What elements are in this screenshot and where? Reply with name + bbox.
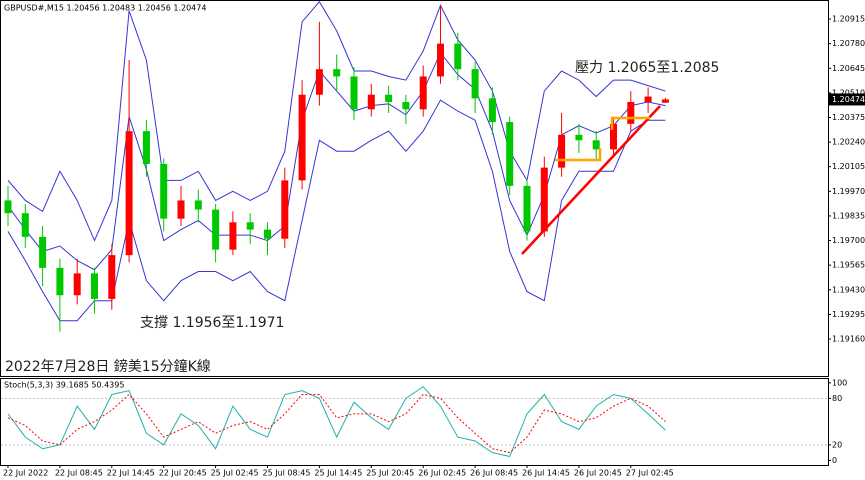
annotation: 支撐 1.1956至1.1971: [140, 315, 284, 331]
x-tick-label: 26 Jul 20:45: [574, 469, 622, 478]
y-tick-label: 1.20375: [832, 113, 865, 122]
x-tick-label: 22 Jul 2022: [3, 469, 48, 478]
candle-body: [385, 94, 393, 102]
candle-body: [281, 180, 289, 239]
candle-body: [367, 94, 375, 110]
y-tick-label: 1.20780: [832, 39, 865, 48]
x-tick-label: 22 Jul 20:45: [159, 469, 207, 478]
y-tick-label: 1.19700: [832, 236, 865, 245]
candle-body: [523, 185, 531, 232]
y-tick-label: 1.20105: [832, 162, 865, 171]
candle-body: [229, 222, 237, 250]
candle-body: [592, 140, 600, 150]
candle-body: [56, 267, 64, 296]
candle-body: [644, 96, 652, 102]
candle-body: [73, 273, 81, 296]
candle-body: [610, 123, 617, 150]
candle-body: [177, 200, 185, 219]
candle-body: [575, 134, 583, 141]
y-tick-label: 1.20240: [832, 138, 865, 147]
candle-body: [402, 101, 410, 110]
candle-body: [4, 200, 12, 214]
candle-body: [194, 200, 202, 210]
range-line: [610, 116, 650, 130]
main-panel: [0, 0, 829, 377]
y-tick-label: 1.20915: [832, 15, 865, 24]
candle-body: [108, 255, 116, 299]
candle-body: [246, 222, 254, 230]
candle-body: [125, 131, 133, 256]
candle-body: [91, 273, 98, 299]
y-tick-label: 1.19835: [832, 211, 865, 220]
x-tick-label: 22 Jul 08:45: [55, 469, 103, 478]
candle-body: [437, 43, 444, 77]
y-tick-label: 1.19295: [832, 310, 865, 319]
candle-body: [488, 98, 496, 123]
x-tick-label: 22 Jul 14:45: [107, 469, 155, 478]
last-price-box: [828, 93, 865, 106]
chart-title: GBPUSD#,M15 1.20456 1.20483 1.20456 1.20…: [4, 4, 206, 13]
candle-body: [21, 213, 29, 237]
y-tick-label: 1.20645: [832, 64, 865, 73]
x-tick-label: 26 Jul 14:45: [522, 469, 570, 478]
candle-body: [661, 99, 669, 103]
candle-body: [419, 76, 427, 110]
stoch-panel: [0, 378, 829, 466]
stoch-tick-label: 0: [832, 456, 837, 465]
range-line: [555, 148, 602, 162]
stoch-tick-label: 20: [832, 440, 842, 449]
candle-body: [160, 163, 168, 219]
stoch-d: [7, 393, 666, 454]
last-price-label: 1.20474: [832, 95, 865, 104]
annotation: 壓力 1.2065至1.2085: [575, 60, 719, 76]
candle-body: [333, 69, 341, 77]
annotation: 2022年7月28日 鎊美15分鐘K線: [5, 358, 211, 375]
bollinger-lower: [7, 99, 666, 322]
x-tick-label: 26 Jul 02:45: [418, 469, 466, 478]
x-tick-label: 25 Jul 14:45: [314, 469, 362, 478]
candle-body: [212, 209, 220, 250]
x-tick-label: 27 Jul 02:45: [626, 469, 674, 478]
y-tick-label: 1.19430: [832, 285, 865, 294]
bollinger-upper: [7, 0, 666, 242]
candle-body: [558, 134, 566, 168]
candle-body: [454, 43, 462, 70]
candle-body: [264, 229, 271, 239]
y-tick-label: 1.20510: [832, 88, 865, 97]
candle-body: [315, 69, 323, 95]
candle-body: [39, 236, 47, 268]
x-tick-label: 25 Jul 20:45: [366, 469, 414, 478]
x-tick-label: 25 Jul 08:45: [263, 469, 311, 478]
y-tick-label: 1.19970: [832, 187, 865, 196]
stoch-label: Stoch(5,3,3) 39.1685 50.4395: [4, 381, 124, 390]
candle-body: [298, 94, 306, 181]
trend-line: [521, 105, 661, 255]
candle-body: [540, 167, 548, 232]
x-tick-label: 26 Jul 08:45: [470, 469, 518, 478]
stoch-tick-label: 100: [832, 378, 847, 387]
stoch-tick-label: 80: [832, 394, 842, 403]
x-tick-label: 25 Jul 02:45: [211, 469, 259, 478]
y-tick-label: 1.19160: [832, 334, 865, 343]
y-tick-label: 1.19565: [832, 261, 865, 270]
candle-body: [471, 69, 479, 99]
candle-body: [506, 122, 514, 186]
candle-body: [627, 101, 635, 124]
candle-body: [142, 131, 150, 164]
candle-body: [350, 76, 358, 110]
